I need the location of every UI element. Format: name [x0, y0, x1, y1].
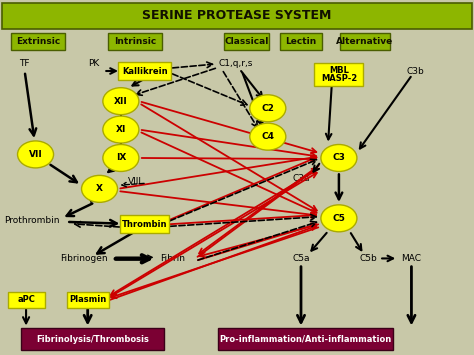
Text: C1,q,r,s: C1,q,r,s: [219, 59, 253, 69]
FancyBboxPatch shape: [120, 215, 169, 233]
Text: C5a: C5a: [292, 254, 310, 263]
Circle shape: [18, 141, 54, 168]
FancyBboxPatch shape: [218, 328, 393, 350]
Text: SERINE PROTEASE SYSTEM: SERINE PROTEASE SYSTEM: [142, 10, 332, 22]
FancyBboxPatch shape: [314, 63, 363, 86]
Text: VII: VII: [28, 150, 43, 159]
Text: Kallikrein: Kallikrein: [122, 66, 167, 76]
Text: Prothrombin: Prothrombin: [4, 216, 60, 225]
FancyBboxPatch shape: [280, 33, 322, 50]
Text: XII: XII: [114, 97, 128, 106]
Circle shape: [103, 88, 139, 115]
Text: XI: XI: [116, 125, 126, 134]
Text: C4: C4: [261, 132, 274, 141]
Text: C3b: C3b: [406, 66, 424, 76]
Text: Alternative: Alternative: [337, 37, 393, 47]
Text: C3: C3: [332, 153, 346, 163]
Text: Fibrinolysis/Thrombosis: Fibrinolysis/Thrombosis: [36, 334, 149, 344]
Circle shape: [103, 144, 139, 171]
Text: C5b: C5b: [360, 254, 378, 263]
FancyBboxPatch shape: [2, 3, 472, 29]
Circle shape: [103, 116, 139, 143]
Circle shape: [321, 144, 357, 171]
Text: Fibrinogen: Fibrinogen: [61, 254, 108, 263]
Text: Pro-inflammation/Anti-inflammation: Pro-inflammation/Anti-inflammation: [219, 334, 392, 344]
Text: Fibrin: Fibrin: [161, 254, 185, 263]
Text: IX: IX: [116, 153, 126, 163]
Circle shape: [321, 205, 357, 232]
Text: Extrinsic: Extrinsic: [16, 37, 60, 47]
Text: Classical: Classical: [224, 37, 269, 47]
Text: MAC: MAC: [401, 254, 421, 263]
Text: C2: C2: [261, 104, 274, 113]
Text: V: V: [88, 196, 94, 205]
FancyBboxPatch shape: [67, 292, 109, 308]
Text: X: X: [96, 184, 103, 193]
FancyBboxPatch shape: [10, 33, 65, 50]
Text: Plasmin: Plasmin: [69, 295, 106, 305]
Circle shape: [250, 95, 286, 122]
FancyBboxPatch shape: [21, 328, 164, 350]
Circle shape: [250, 123, 286, 150]
Text: C5: C5: [332, 214, 346, 223]
FancyBboxPatch shape: [8, 292, 45, 308]
Text: C3a: C3a: [292, 174, 310, 183]
FancyBboxPatch shape: [118, 61, 172, 80]
Text: Lectin: Lectin: [285, 37, 317, 47]
Text: MBL
MASP-2: MBL MASP-2: [321, 66, 357, 83]
FancyBboxPatch shape: [108, 33, 162, 50]
Text: aPC: aPC: [17, 295, 35, 305]
FancyBboxPatch shape: [340, 33, 390, 50]
Text: Intrinsic: Intrinsic: [114, 37, 156, 47]
Text: VIII: VIII: [128, 177, 142, 186]
Text: PK: PK: [88, 59, 100, 69]
FancyBboxPatch shape: [224, 33, 269, 50]
Text: Thrombin: Thrombin: [122, 220, 167, 229]
Text: TF: TF: [19, 59, 30, 69]
Circle shape: [82, 175, 118, 202]
